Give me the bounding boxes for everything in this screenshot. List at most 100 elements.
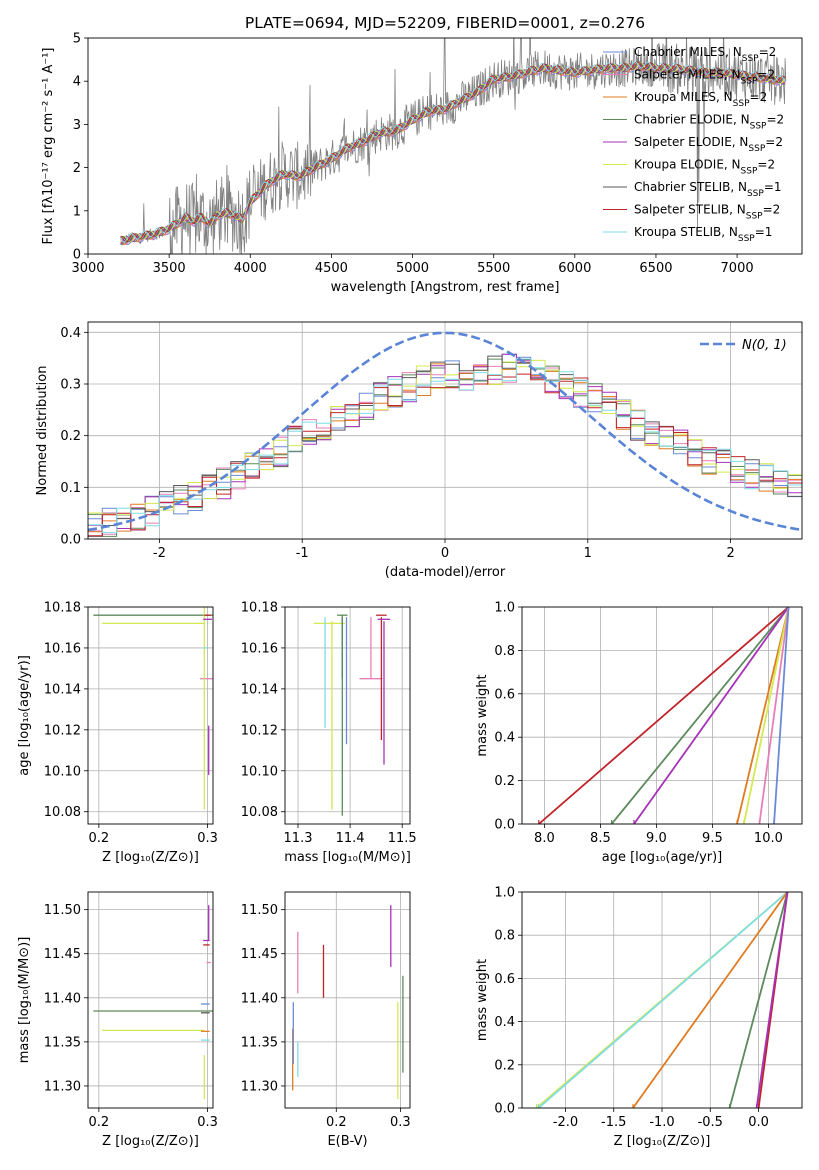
- x-axis-label: Z [log₁₀(Z/Z⊙)]: [102, 850, 199, 865]
- x-tick-label: 0.3: [197, 1115, 218, 1130]
- plot-area-6: [292, 905, 404, 1100]
- series-line: [758, 607, 790, 824]
- x-tick-label: 11.3: [284, 831, 313, 846]
- axes-frame: [284, 606, 411, 825]
- legend-entry: Salpeter STELIB, NSSP=2: [634, 203, 780, 222]
- y-tick-label: 10.18: [241, 601, 278, 616]
- chart-title: PLATE=0694, MJD=52209, FIBERID=0001, z=0…: [245, 14, 645, 32]
- axes-frame: [87, 606, 214, 825]
- y-tick-label: 10.16: [241, 641, 278, 656]
- y-tick-label: 10.14: [241, 682, 278, 697]
- x-axis-label: Z [log₁₀(Z/Z⊙)]: [102, 1134, 199, 1149]
- x-tick-label: 11.5: [388, 831, 417, 846]
- series-line: [736, 607, 790, 824]
- series-line: [632, 892, 789, 1108]
- axes-frame: [284, 891, 411, 1109]
- y-axis-label: age [log₁₀(age/yr)]: [17, 655, 32, 776]
- y-tick-label: 0.4: [60, 326, 81, 341]
- axes-frame: [87, 321, 803, 540]
- x-tick-label: 4500: [315, 261, 348, 276]
- y-axis-label: mass weight: [475, 674, 490, 756]
- y-tick-label: 4: [73, 75, 81, 90]
- plot-area-3: [313, 614, 391, 816]
- y-tick-label: 0.2: [60, 429, 81, 444]
- legend-entry: Kroupa MILES, NSSP=2: [634, 90, 767, 109]
- x-tick-label: -1.0: [649, 1115, 674, 1130]
- model-spectrum: [120, 61, 786, 243]
- panel-3: 11.3 11.4 11.5 10.08 10.10 10.12 10.14 10.16 10.…: [241, 601, 417, 866]
- y-tick-label: 0.3: [60, 378, 81, 393]
- panel-4: 8.0 8.5 9.0 9.5 10.0 0.0 0.2 0.4 0.6 0.8 1.0 age [l…: [475, 601, 803, 865]
- x-tick-label: 0.2: [326, 1115, 347, 1130]
- y-tick-label: 11.35: [44, 1035, 81, 1050]
- panel-1: -2 -1 0 1 2 0.0 0.1 0.2 0.3 0.4 (data-model)/error…: [35, 321, 803, 580]
- y-tick-label: 0.2: [494, 1058, 515, 1073]
- y-tick-label: 0.0: [494, 818, 515, 833]
- y-tick-label: 3: [73, 118, 81, 133]
- y-tick-label: 10.08: [241, 805, 278, 820]
- legend-entry: Kroupa ELODIE, NSSP=2: [634, 158, 775, 177]
- series-line: [773, 607, 790, 824]
- axes-frame: [87, 37, 803, 255]
- y-tick-label: 1.0: [494, 886, 515, 901]
- y-tick-label: 1: [73, 204, 81, 219]
- y-tick-label: 10.08: [44, 805, 81, 820]
- y-tick-label: 11.50: [44, 903, 81, 918]
- histogram-series: [88, 372, 802, 537]
- series-line: [610, 607, 790, 824]
- series-line: [633, 607, 790, 824]
- y-axis-label: mass weight: [475, 959, 490, 1041]
- legend-entry: Chabrier ELODIE, NSSP=2: [634, 113, 784, 132]
- x-tick-label: 5000: [396, 261, 429, 276]
- y-tick-label: 2: [73, 161, 81, 176]
- x-tick-label: 2: [726, 546, 734, 561]
- x-tick-label: 0.2: [89, 831, 110, 846]
- model-spectrum: [120, 63, 786, 246]
- x-axis-label: (data-model)/error: [385, 565, 506, 580]
- x-tick-label: 0.3: [197, 831, 218, 846]
- series-line: [538, 607, 790, 824]
- x-tick-label: 6500: [639, 261, 672, 276]
- x-tick-label: 7000: [721, 261, 754, 276]
- panel-7: -2.0 -1.5 -1.0 -0.5 0.0 0.0 0.2 0.4 0.6 0.8 1.0 Z […: [475, 886, 803, 1149]
- x-tick-label: -2: [153, 546, 166, 561]
- plot-area-0: [120, 38, 787, 254]
- x-tick-label: 0.3: [390, 1115, 411, 1130]
- legend-entry: N(0, 1): [742, 338, 787, 353]
- axes-frame: [87, 891, 214, 1109]
- x-axis-label: mass [log₁₀(M/M⊙)]: [284, 850, 411, 865]
- x-tick-label: 8.0: [534, 831, 555, 846]
- series-line: [728, 892, 789, 1108]
- panel-0: 3000 3500 4000 4500 5000 5500 6000 6500 7000 0 1 2 3…: [41, 32, 803, 295]
- plot-area-1: [88, 331, 802, 537]
- axes-frame: [521, 606, 803, 825]
- y-tick-label: 0.0: [60, 533, 81, 548]
- x-axis-label: wavelength [Angstrom, rest frame]: [331, 280, 560, 295]
- legend-entry: Kroupa STELIB, NSSP=1: [634, 225, 772, 244]
- x-axis-label: E(B-V): [327, 1134, 367, 1149]
- y-tick-label: 0.0: [494, 1102, 515, 1117]
- y-tick-label: 0: [73, 248, 81, 263]
- y-tick-label: 11.50: [241, 903, 278, 918]
- y-tick-label: 0.6: [494, 687, 515, 702]
- x-tick-label: 1: [584, 546, 592, 561]
- y-tick-label: 11.30: [241, 1079, 278, 1094]
- y-tick-label: 11.45: [44, 947, 81, 962]
- panel-2: 0.2 0.3 10.08 10.10 10.12 10.14 10.16 10.18 Z [l…: [17, 601, 218, 866]
- x-tick-label: 5500: [477, 261, 510, 276]
- y-tick-label: 0.6: [494, 972, 515, 987]
- y-tick-label: 5: [73, 32, 81, 47]
- y-tick-label: 0.1: [60, 481, 81, 496]
- y-tick-label: 0.4: [494, 1015, 515, 1030]
- axes-frame: [521, 891, 803, 1109]
- y-tick-label: 0.2: [494, 774, 515, 789]
- y-axis-label: Flux [fλ10⁻¹⁷ erg cm⁻² s⁻¹ A⁻¹]: [41, 48, 56, 245]
- x-tick-label: 3500: [153, 261, 186, 276]
- plot-area-2: [93, 607, 213, 810]
- panel-6: 0.2 0.3 11.30 11.35 11.40 11.45 11.50 E(B-V): [241, 891, 411, 1149]
- plot-area-7: [535, 892, 789, 1108]
- y-tick-label: 11.40: [241, 991, 278, 1006]
- y-tick-label: 11.45: [241, 947, 278, 962]
- x-tick-label: 9.5: [702, 831, 723, 846]
- y-tick-label: 11.35: [241, 1035, 278, 1050]
